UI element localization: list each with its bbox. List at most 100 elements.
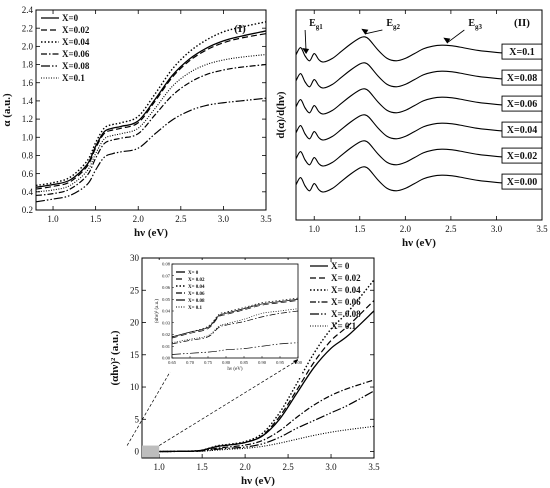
panel3-connector-line (159, 359, 299, 446)
panel3-legend-label: X= 0.04 (331, 285, 361, 295)
panel1-xlabel: hν (eV) (134, 227, 168, 239)
panel2-xtick-label: 2.0 (400, 224, 412, 234)
panel2-series-tag-label: X=0.00 (507, 177, 537, 188)
panel3-ytick-label: 0 (135, 447, 140, 457)
panel3-inset-legend-label: X= 0.06 (188, 292, 205, 297)
panel2-series-tag-label: X=0.06 (507, 99, 537, 110)
panel3-ylabel: (αhν)² (a.u.) (109, 330, 121, 385)
panel1-ytick-label: 2.0 (22, 42, 34, 52)
panel3-ytick-label: 10 (130, 382, 140, 392)
panel2-annotation-label: Eg2 (386, 18, 400, 31)
panel2-xtick-label: 1.0 (309, 224, 321, 234)
panel2-annotation: Eg3 (443, 18, 483, 44)
panel2-annotation: Eg2 (361, 18, 401, 35)
panel3-inset-xtick-label: 0.75 (204, 360, 213, 365)
panel3-inset-xtick-label: 0.70 (186, 360, 195, 365)
panel1-ytick-label: 0.4 (22, 187, 34, 197)
panel2-annotation: Eg1 (302, 18, 323, 54)
panel2-xtick-label: 3.0 (491, 224, 503, 234)
panel2-frame (295, 9, 543, 221)
panel1-ytick-label: 1.6 (22, 78, 34, 88)
panel2-series-tag: X=0.02 (501, 147, 543, 164)
panel2-xtick-label: 1.5 (354, 224, 366, 234)
panel2-annotation-arrowhead (361, 28, 369, 35)
panel2-series-tag-box (501, 121, 543, 138)
panel2-ylabel: d(α)/d(hν) (275, 91, 287, 138)
panel1-ytick-label: 1.8 (22, 60, 34, 70)
panel3-inset-series-line (172, 300, 298, 339)
panel3-legend: X= 0 X= 0.02 X= 0.04 X= 0.06 X= 0.08 X= 0.1 (310, 261, 361, 331)
panel1-ytick-label: 2.4 (22, 5, 34, 15)
panel1-ytick-label: 0.2 (22, 205, 33, 215)
panel3-inset-ytick-label: 0.07 (162, 273, 171, 278)
panel3-inset-legend-label: X= 0.08 (188, 299, 205, 304)
panel3-ytick-label: 15 (130, 350, 140, 360)
panel2-label: (II) (514, 17, 530, 29)
panel3-inset-xtick-label: 0.95 (276, 360, 285, 365)
panel1-legend-label: X=0.04 (62, 37, 90, 47)
panel3-inset-ytick-label: 0.05 (162, 297, 171, 302)
panel3-inset-ytick-label: 0.08 (162, 262, 171, 267)
panel3-plot (142, 279, 374, 453)
panel3-inset-legend-label: X= 0.02 (188, 278, 205, 283)
panel2-axes: 1.0 1.5 2.0 2.5 3.0 3.5 hν (eV) d(α)/d(hν) (275, 9, 548, 249)
panel2-series-line (296, 62, 542, 89)
panel2-series-tag-box (501, 69, 543, 86)
panel3-ytick-label: 20 (130, 318, 140, 328)
panel3-connector-arrowhead (293, 359, 298, 364)
panel1-legend-label: X=0 (62, 13, 79, 23)
panel3-inset-xtick-label: 0.90 (258, 360, 267, 365)
panel1-ytick-label: 1.0 (22, 132, 34, 142)
panel2-series-tag-label: X=0.1 (509, 47, 534, 58)
panel1-ytick-label: 2.2 (22, 23, 33, 33)
panel1-xtick-label: 2.0 (133, 214, 145, 224)
panel3-inset-legend-label: X= 0 (188, 271, 199, 276)
panel1-legend-label: X=0.06 (62, 49, 90, 59)
panel2-annotation-arrow (365, 29, 383, 35)
panel2-xtick-label: 2.5 (445, 224, 457, 234)
panel2-annotation-arrow (447, 29, 465, 44)
panel1-ylabel: α (a.u.) (1, 93, 13, 127)
panel1-xtick-label: 1.0 (47, 214, 59, 224)
panel2-series-tag-box (501, 147, 543, 164)
panel2-annotation-arrowhead (302, 48, 310, 54)
panel3-inset-xtick-label: 0.65 (168, 360, 177, 365)
panel2-series-tag: X=0.06 (501, 95, 543, 112)
panel3-legend-label: X= 0.08 (331, 309, 361, 319)
panel2-series-tag-label: X=0.08 (507, 73, 537, 84)
panel3-inset-ytick-label: 0.02 (162, 332, 170, 337)
panel3-inset-ytick-label: 0.01 (162, 344, 170, 349)
panel3-xtick-label: 1.0 (154, 462, 166, 472)
panel2-series-line (296, 166, 542, 193)
panel3-inset-xtick-label: 0.85 (240, 360, 249, 365)
panel1-plot (36, 21, 266, 203)
panel2-series-tag-box (501, 95, 543, 112)
panel3-xtick-label: 3.0 (325, 462, 337, 472)
panel3-series-line (142, 300, 374, 453)
panel3-xtick-label: 2.0 (239, 462, 251, 472)
panel3-series-line (142, 390, 374, 453)
panel3-inset-xtick-label: 1.00 (294, 360, 303, 365)
panel1-label: (I) (234, 23, 246, 35)
panel2-series-tag-box (501, 173, 543, 190)
panel3-xlabel: hν (eV) (241, 475, 275, 487)
panel3-inset-ylabel: (αhν)² (a.u.) (154, 299, 160, 323)
panel1-legend-label: X=0.1 (62, 73, 85, 83)
panel3-series-line (142, 279, 374, 453)
panel1-frame (35, 9, 267, 211)
panel1-legend-label: X=0.02 (62, 25, 90, 35)
panel1-series-line (36, 33, 266, 190)
panel3-ytick-label: 30 (130, 253, 140, 263)
panel1-xtick-label: 2.5 (175, 214, 187, 224)
panel3-inset-ytick-label: 0.03 (162, 320, 171, 325)
panel3-inset-series-line (172, 298, 298, 338)
panel3-ytick-label: 5 (135, 414, 140, 424)
panel2-series-tag: X=0.1 (501, 43, 543, 60)
panel2-annotation-arrowhead (443, 37, 451, 44)
panel2-series-line (296, 114, 542, 141)
panel3-inset-ytick-label: 0.04 (162, 309, 171, 314)
panel2-series-tag: X=0.04 (501, 121, 543, 138)
panel3-inset-ytick-label: 0.00 (162, 356, 171, 361)
panel1-series-line (36, 21, 266, 187)
